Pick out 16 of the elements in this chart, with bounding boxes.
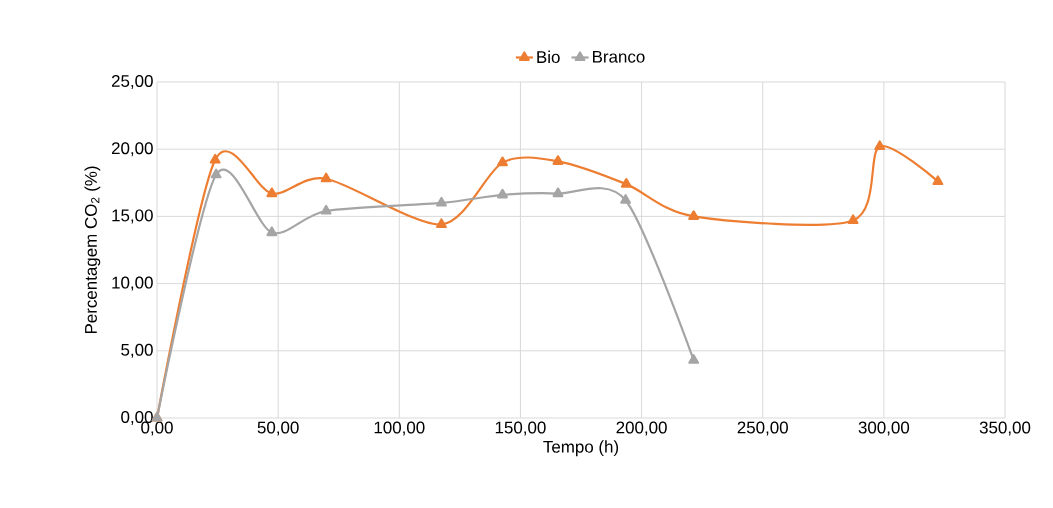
legend-label: Branco [593,50,645,63]
x-tick-label: 300,00 [858,421,910,436]
y-tick-label: 25,00 [111,75,153,89]
x-tick-label: 350,00 [979,421,1031,436]
x-tick-label: 100,00 [374,421,425,436]
y-tick-label: 15,00 [112,209,153,224]
x-tick-label: 200,00 [616,421,667,436]
legend-label: Bio [537,50,560,64]
x-tick-label: 250,00 [737,421,788,436]
y-tick-label: 10,00 [112,276,153,291]
x-tick-label: 50,00 [257,421,299,436]
x-tick-label: 150,00 [495,421,546,436]
y-tick-label: 20,00 [111,142,153,157]
x-axis-title: Tempo (h) [543,440,619,457]
y-tick-label: 5,00 [121,343,153,358]
y-axis-title: Percentagem CO$_{2}$ (%) [84,166,101,334]
